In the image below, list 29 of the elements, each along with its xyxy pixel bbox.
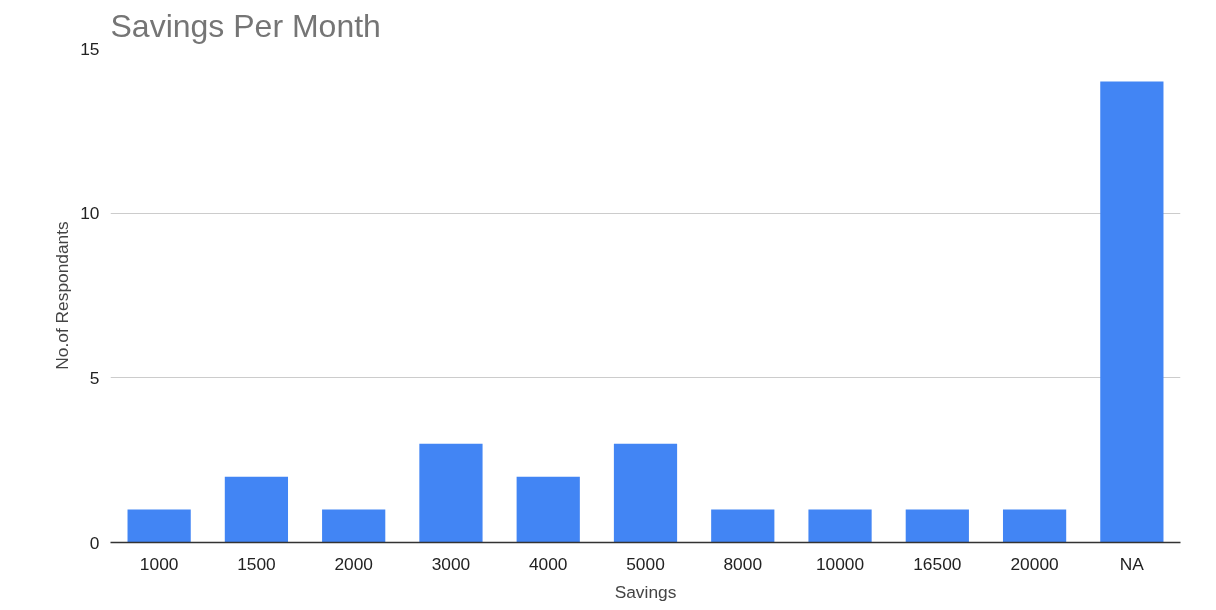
x-tick-label: 16500 (913, 553, 962, 574)
y-axis-title: No.of Respondants (52, 220, 73, 370)
y-tick-label: 5 (89, 367, 100, 388)
bar (711, 509, 775, 543)
bar (905, 509, 969, 543)
x-tick-label: NA (1119, 553, 1145, 574)
x-tick-label: 8000 (723, 553, 763, 574)
x-tick-label: 2000 (334, 553, 373, 574)
x-tick-label: 10000 (815, 553, 865, 574)
bar (322, 509, 386, 543)
bar (1100, 81, 1164, 543)
x-axis-title: Savings (614, 581, 677, 602)
bar (224, 476, 289, 543)
y-tick-label: 15 (80, 38, 100, 59)
x-tick-label: 4000 (528, 553, 568, 574)
x-tick-label: 3000 (431, 553, 471, 574)
x-tick-label: 20000 (1010, 553, 1059, 574)
y-tick-label: 10 (80, 203, 100, 224)
bar (613, 443, 678, 543)
bar (419, 443, 483, 543)
bar (127, 509, 191, 543)
bar (808, 509, 872, 543)
y-tick-label: 0 (89, 532, 100, 553)
chart-title: Savings Per Month (110, 7, 381, 44)
bar (1002, 509, 1067, 543)
x-tick-label: 1500 (237, 553, 276, 574)
bar (516, 476, 580, 543)
x-tick-label: 5000 (626, 553, 665, 574)
x-tick-label: 1000 (139, 553, 179, 574)
